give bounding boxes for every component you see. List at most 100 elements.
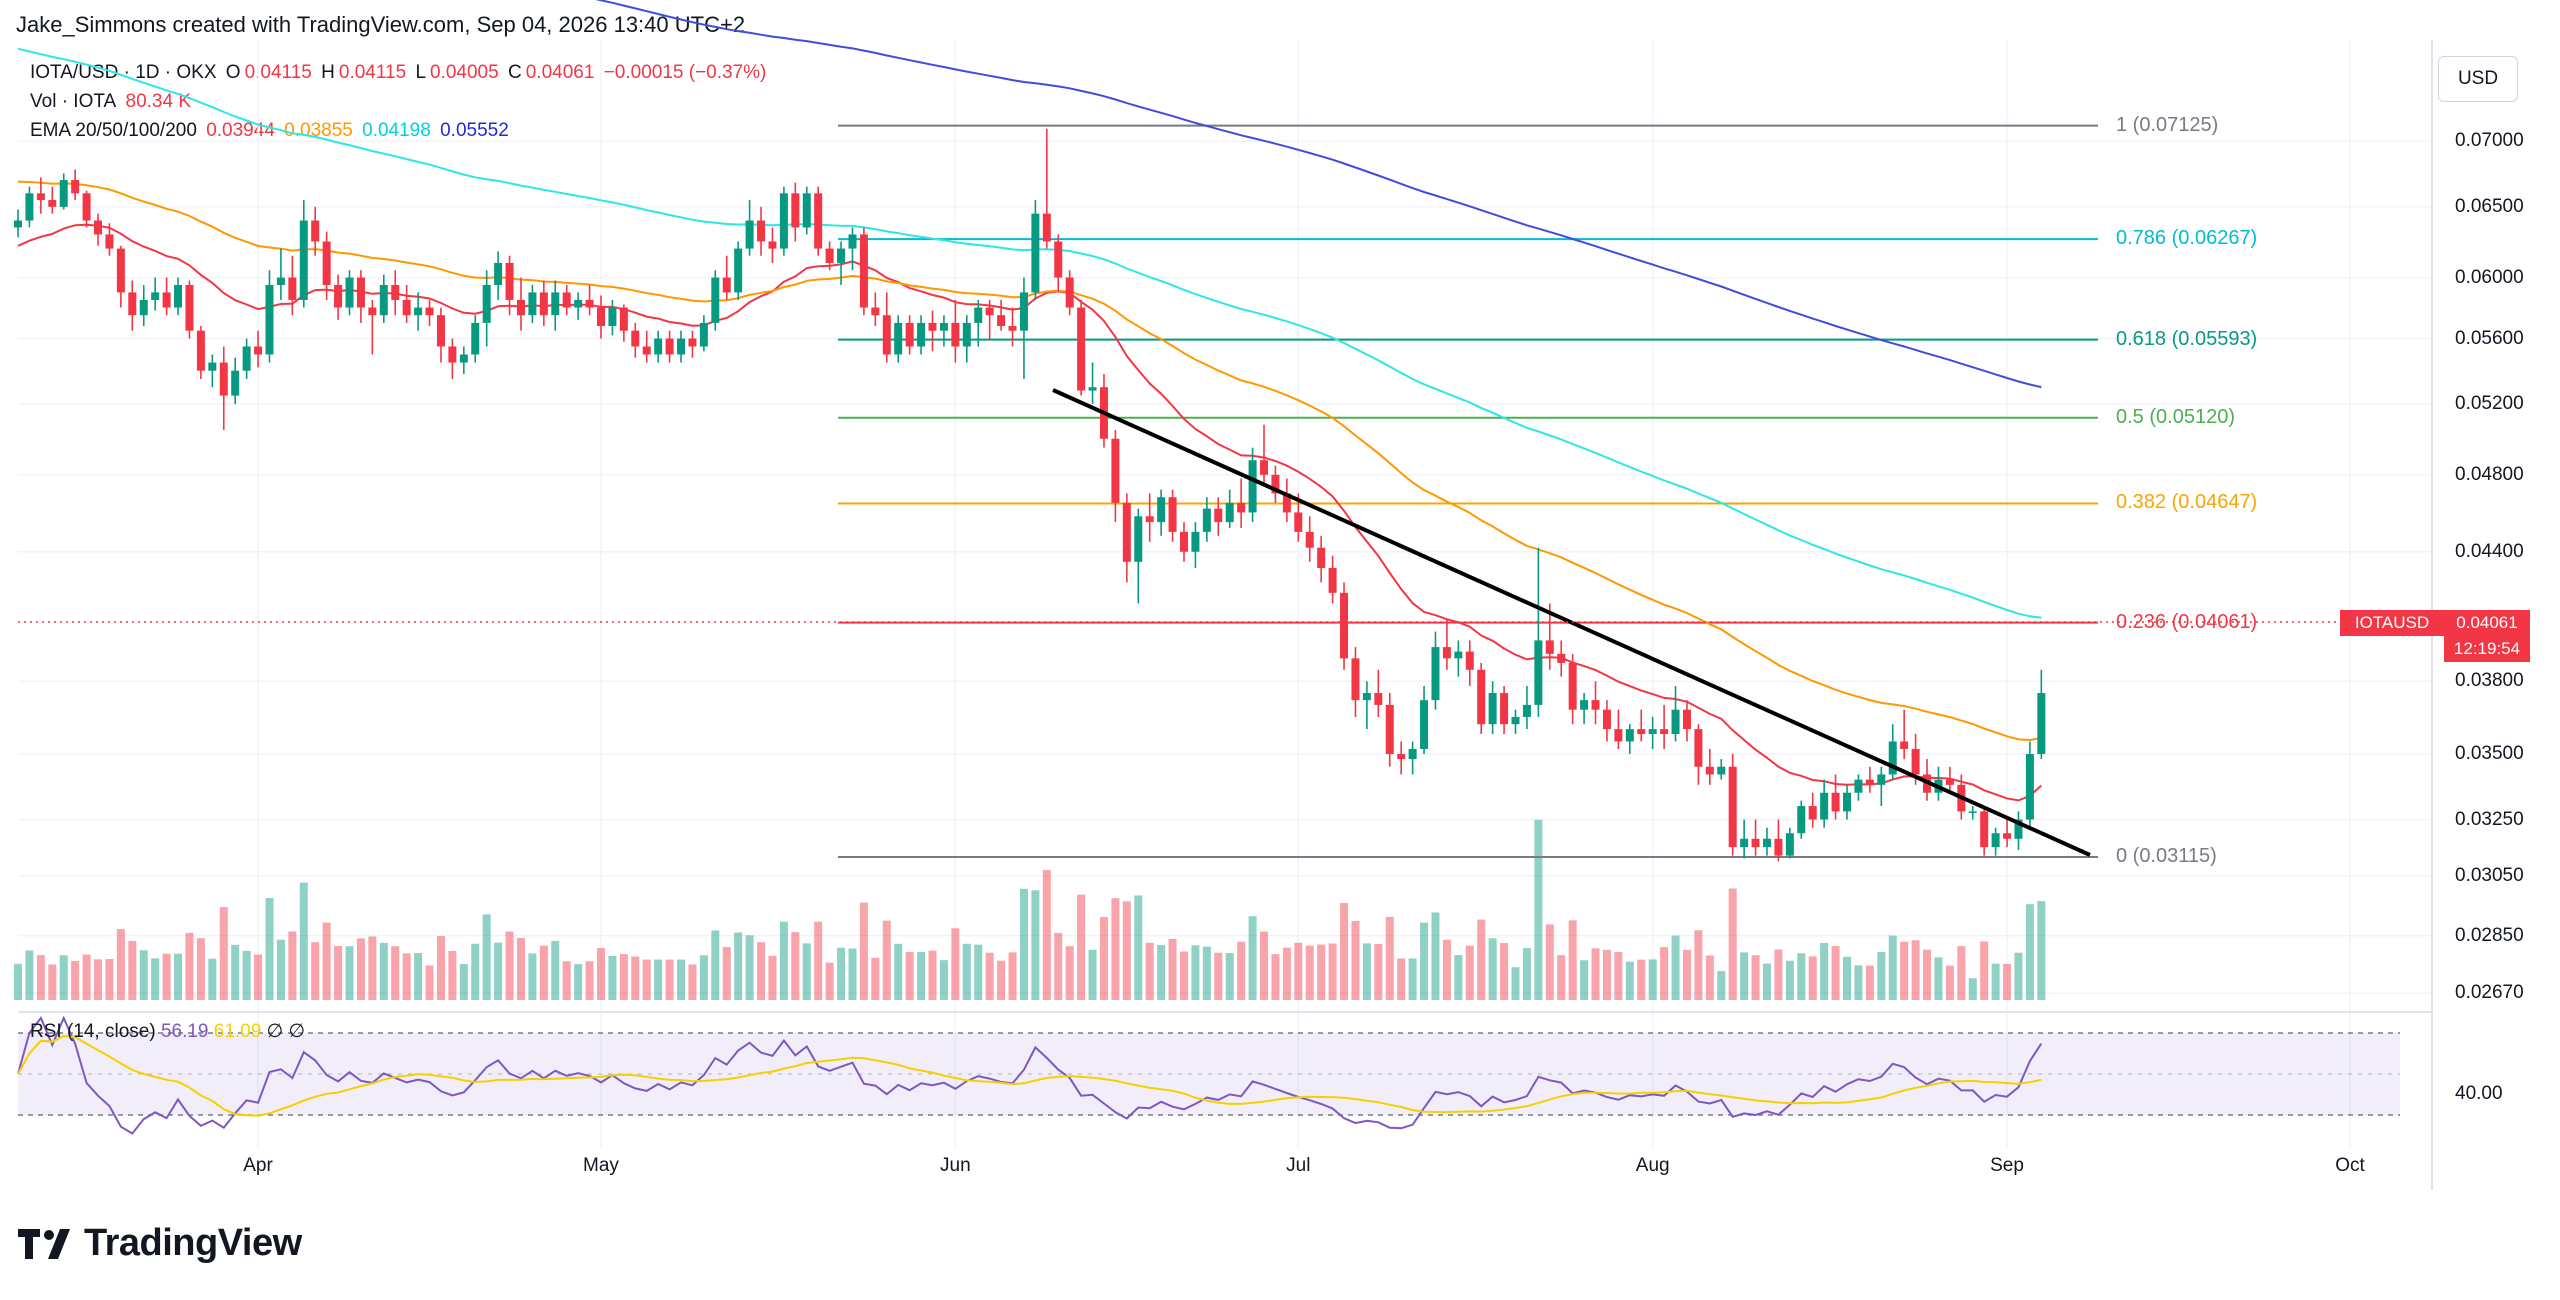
- fib-label: 0.786 (0.06267): [2116, 227, 2258, 250]
- tradingview-logo[interactable]: TradingView: [18, 1222, 302, 1265]
- volume-bar: [722, 946, 731, 1000]
- candle-body: [677, 338, 686, 355]
- volume-bar: [1568, 920, 1577, 1000]
- volume-bar: [48, 964, 57, 1000]
- candle-body: [185, 284, 194, 331]
- currency-button[interactable]: USD: [2438, 56, 2518, 102]
- volume-bar: [1408, 958, 1417, 1000]
- candle-body: [1122, 502, 1131, 562]
- candle-body: [1968, 811, 1977, 813]
- candle-body: [459, 354, 468, 363]
- volume-bar: [94, 959, 103, 1000]
- candle-body: [1637, 729, 1646, 735]
- rsi-empty-1: ∅: [266, 1021, 284, 1042]
- candle-body: [619, 307, 628, 331]
- volume-bar: [1179, 951, 1188, 1000]
- volume-bar: [642, 959, 651, 1000]
- volume-bar: [1225, 953, 1234, 1000]
- candle-body: [1328, 567, 1337, 593]
- rsi-ma-line: [17, 1034, 2042, 1117]
- low-label: L: [415, 62, 427, 83]
- volume-bar: [871, 957, 880, 1000]
- rsi-line: [17, 1015, 2043, 1135]
- candle-body: [368, 307, 377, 316]
- volume-bar: [1362, 943, 1371, 1000]
- volume-bar: [1968, 978, 1977, 1000]
- volume-bar: [1865, 965, 1874, 1000]
- candle-body: [1488, 693, 1497, 725]
- candle-body: [1008, 326, 1017, 331]
- rsi-value: 56.19: [160, 1021, 209, 1042]
- volume-bar: [917, 951, 926, 1000]
- volume-bar: [448, 950, 457, 1000]
- volume-bar: [997, 960, 1006, 1000]
- close-label: C: [507, 62, 522, 83]
- volume-bar: [254, 954, 263, 1000]
- candle-body: [1054, 241, 1063, 278]
- ema-label[interactable]: EMA 20/50/100/200: [30, 120, 197, 141]
- candle-body: [1077, 307, 1086, 391]
- volume-bar: [1442, 939, 1451, 1000]
- volume-bar: [1488, 938, 1497, 1000]
- volume-bar: [25, 950, 34, 1000]
- candle-body: [939, 322, 948, 331]
- volume-label[interactable]: Vol · IOTA: [30, 91, 117, 112]
- volume-bar: [1843, 956, 1852, 1000]
- candle-body: [551, 292, 560, 316]
- candle-body: [1088, 387, 1097, 391]
- volume-bar: [311, 942, 320, 1000]
- candle-body: [391, 284, 400, 300]
- volume-bar: [882, 920, 891, 1000]
- volume-bar: [1808, 956, 1817, 1000]
- candle-body: [1374, 693, 1383, 705]
- candle-body: [1305, 531, 1314, 548]
- candle-body: [1111, 438, 1120, 503]
- close-value: 0.04061: [525, 62, 595, 83]
- candle-body: [82, 193, 91, 221]
- candle-body: [791, 193, 800, 228]
- ema100-line: [17, 47, 2042, 619]
- candle-body: [1511, 716, 1520, 725]
- candle-body: [2014, 819, 2023, 839]
- candle-body: [2025, 754, 2034, 820]
- candle-body: [1362, 693, 1371, 701]
- fib-label: 1 (0.07125): [2116, 113, 2219, 136]
- candle-body: [1751, 838, 1760, 848]
- candle-body: [14, 220, 22, 228]
- candle-body: [1351, 658, 1360, 701]
- volume-bar: [1911, 940, 1920, 1000]
- candle-body: [471, 322, 480, 355]
- volume-bar: [768, 955, 777, 1000]
- volume-bar: [1351, 920, 1360, 1000]
- symbol-price-tag: IOTAUSD: [2340, 610, 2444, 636]
- candle-body: [1431, 647, 1440, 701]
- candle-body: [1260, 460, 1269, 475]
- symbol-label[interactable]: IOTA/USD · 1D · OKX: [30, 62, 217, 83]
- volume-bar: [848, 948, 857, 1000]
- volume-bar: [596, 948, 605, 1000]
- rsi-label[interactable]: RSI (14, close): [30, 1021, 156, 1042]
- candle-body: [151, 292, 160, 300]
- low-value: 0.04005: [430, 62, 499, 83]
- candle-body: [997, 315, 1006, 327]
- volume-bar: [1991, 963, 2000, 1000]
- fib-label: 0.5 (0.05120): [2116, 405, 2235, 428]
- volume-bar: [1614, 951, 1623, 1000]
- volume-bar: [1511, 967, 1520, 1000]
- volume-bar: [837, 947, 846, 1000]
- candle-body: [1248, 460, 1257, 513]
- candle-body: [36, 193, 45, 201]
- candle-body: [1282, 493, 1291, 513]
- volume-bar: [1157, 945, 1166, 1000]
- rsi-legend: RSI (14, close) 56.19 61.09 ∅ ∅: [30, 1020, 305, 1043]
- volume-bar: [1602, 949, 1611, 1000]
- volume-bar: [425, 965, 434, 1000]
- volume-bar: [1054, 932, 1063, 1000]
- volume-bar: [1545, 924, 1554, 1000]
- volume-bar: [1008, 952, 1017, 1000]
- volume-bar: [802, 943, 811, 1000]
- volume-bar: [2037, 901, 2046, 1000]
- volume-bar: [116, 929, 125, 1000]
- candle-body: [1854, 779, 1863, 793]
